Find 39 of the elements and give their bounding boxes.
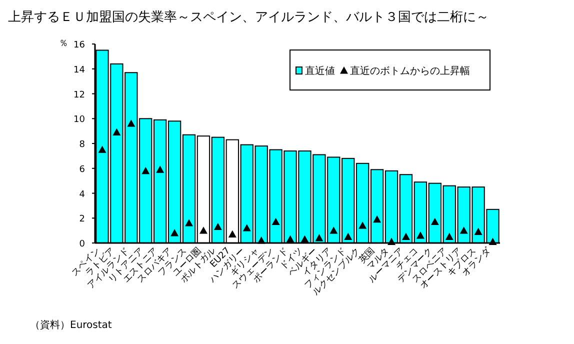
- point: [272, 218, 280, 226]
- point: [460, 226, 468, 234]
- point: [98, 146, 106, 153]
- point: [127, 120, 136, 127]
- y-tick-label: 10: [74, 115, 86, 126]
- y-tick-label: 14: [74, 65, 86, 76]
- point: [344, 232, 352, 240]
- point: [300, 235, 309, 242]
- point: [156, 166, 164, 173]
- y-tick-label: 4: [79, 190, 86, 200]
- point: [330, 226, 338, 234]
- y-axis-title: ％: [59, 39, 68, 49]
- point: [445, 232, 454, 240]
- legend-label: 直近値: [305, 65, 335, 77]
- point: [358, 222, 367, 229]
- y-tick-label: 6: [79, 164, 86, 175]
- point: [112, 128, 121, 136]
- point: [430, 218, 439, 226]
- chart-title: 上昇するＥＵ加盟国の失業率～スペイン、アイルランド、バルト３国では二桁に～: [8, 9, 489, 25]
- point: [142, 166, 150, 174]
- point: [373, 215, 382, 223]
- point: [228, 230, 236, 238]
- y-tick-label: 16: [74, 40, 86, 50]
- y-tick-label: 0: [79, 240, 86, 250]
- point: [474, 228, 482, 236]
- point: [185, 219, 194, 226]
- y-tick-label: 12: [74, 90, 85, 100]
- point: [242, 224, 251, 232]
- legend-label: 直近のボトムからの上昇幅: [350, 65, 470, 77]
- point: [416, 232, 424, 239]
- point: [286, 235, 294, 242]
- y-tick-label: 8: [79, 140, 86, 150]
- point: [315, 234, 324, 242]
- point: [214, 222, 222, 230]
- text: （資料）Eurostat: [30, 319, 112, 331]
- point: [199, 226, 208, 234]
- point: [170, 229, 179, 236]
- point: [402, 232, 410, 240]
- y-tick-label: 2: [79, 214, 85, 225]
